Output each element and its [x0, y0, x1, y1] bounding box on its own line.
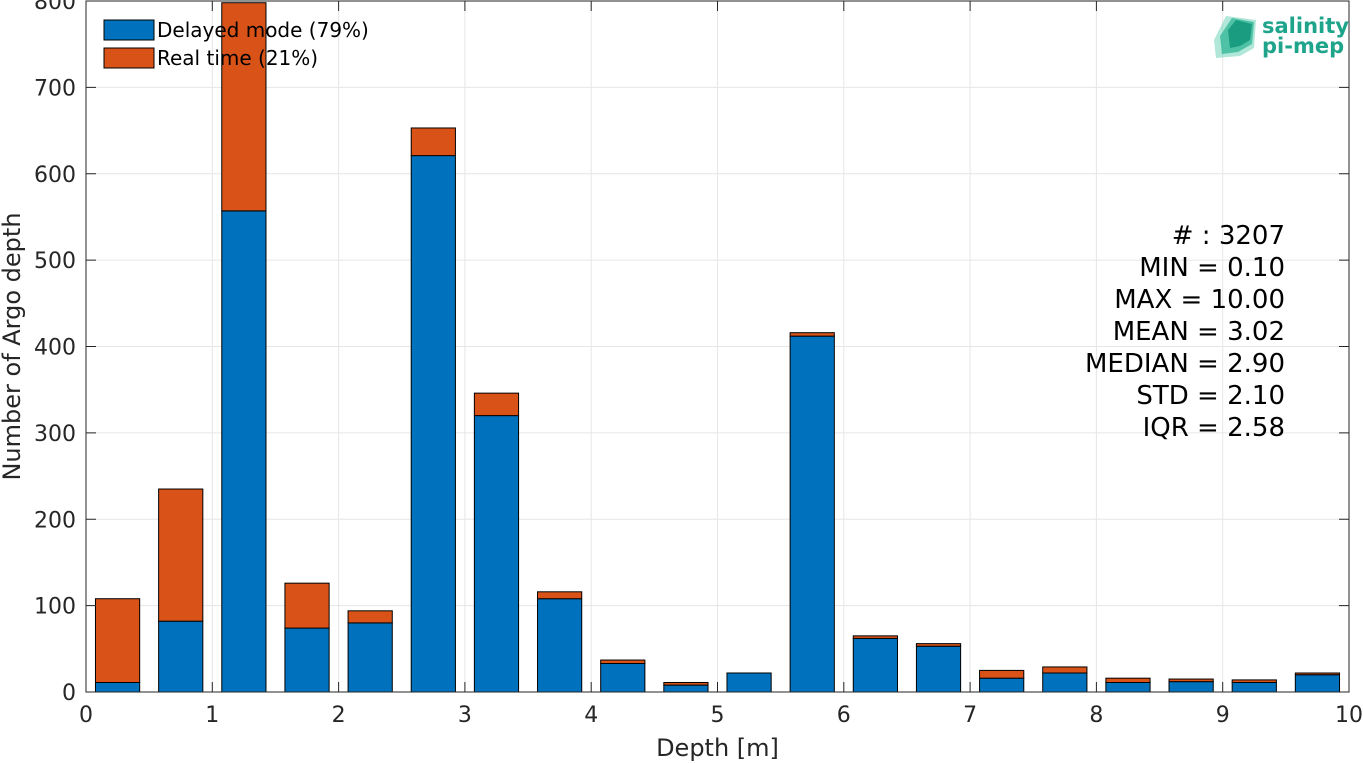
bars — [94, 2, 1341, 693]
bar-real-time — [1168, 678, 1214, 683]
x-tick-label: 5 — [711, 703, 725, 728]
bar-delayed-mode — [979, 677, 1025, 693]
bar-delayed-mode — [852, 637, 898, 693]
y-tick-label: 700 — [34, 76, 76, 101]
bar-real-time — [852, 635, 898, 639]
bar-delayed-mode — [537, 598, 583, 693]
stat-min: MIN = 0.10 — [1139, 253, 1285, 283]
x-tick-label: 6 — [837, 703, 851, 728]
bar-real-time — [600, 659, 646, 664]
bar-delayed-mode — [1042, 672, 1088, 693]
bar-real-time — [537, 591, 583, 600]
bar-delayed-mode — [94, 681, 141, 693]
x-axis-label: Depth [m] — [656, 734, 779, 762]
bar-delayed-mode — [726, 672, 772, 693]
bar-real-time — [1042, 666, 1088, 674]
bar-real-time — [789, 332, 835, 337]
x-tick-label: 2 — [332, 703, 346, 728]
y-tick-label: 300 — [34, 422, 76, 447]
y-tick-label: 100 — [34, 595, 76, 620]
y-tick-label: 600 — [34, 163, 76, 188]
stat-count: # : 3207 — [1172, 221, 1285, 251]
bar-delayed-mode — [473, 415, 520, 693]
bar-real-time — [347, 610, 393, 624]
bar-real-time — [1294, 672, 1341, 676]
bar-real-time — [473, 392, 520, 417]
bar-delayed-mode — [663, 684, 709, 693]
salinity-pi-mep-logo: salinity pi-mep — [1214, 14, 1349, 58]
stat-median: MEDIAN = 2.90 — [1085, 349, 1285, 379]
bar-delayed-mode — [410, 155, 456, 693]
x-tick-label: 1 — [205, 703, 219, 728]
bar-delayed-mode — [1231, 681, 1277, 693]
bar-delayed-mode — [284, 627, 330, 693]
bar-delayed-mode — [789, 335, 835, 693]
x-tick-label: 0 — [79, 703, 93, 728]
logo-line-2: pi-mep — [1262, 34, 1344, 58]
bar-real-time — [284, 582, 330, 629]
bar-real-time — [158, 488, 204, 622]
bar-delayed-mode — [158, 620, 204, 693]
y-tick-label: 400 — [34, 336, 76, 361]
bar-real-time — [979, 669, 1025, 679]
x-tick-label: 9 — [1216, 703, 1230, 728]
bar-delayed-mode — [1105, 681, 1151, 693]
bar-real-time — [221, 2, 267, 212]
stat-iqr: IQR = 2.58 — [1143, 413, 1285, 443]
legend-label-real-time: Real time (21%) — [157, 46, 318, 70]
stat-std: STD = 2.10 — [1136, 381, 1285, 411]
bar-delayed-mode — [347, 622, 393, 693]
x-tick-label: 8 — [1089, 703, 1103, 728]
bar-delayed-mode — [221, 210, 267, 693]
bar-real-time — [1231, 679, 1277, 683]
legend: Delayed mode (79%) Real time (21%) — [103, 18, 369, 70]
bar-real-time — [915, 643, 962, 647]
y-tick-label: 200 — [34, 508, 76, 533]
x-tick-label: 3 — [458, 703, 472, 728]
x-tick-label: 7 — [963, 703, 977, 728]
bar-delayed-mode — [600, 662, 646, 693]
stat-max: MAX = 10.00 — [1114, 285, 1285, 315]
bar-delayed-mode — [915, 645, 962, 693]
stats-box: # : 3207 MIN = 0.10 MAX = 10.00 MEAN = 3… — [1085, 221, 1285, 443]
bar-real-time — [1105, 677, 1151, 683]
y-tick-label: 500 — [34, 249, 76, 274]
legend-swatch-delayed-mode — [103, 19, 155, 41]
x-tick-label: 10 — [1335, 703, 1363, 728]
bar-real-time — [94, 598, 141, 683]
bar-real-time — [410, 127, 456, 157]
stat-mean: MEAN = 3.02 — [1113, 317, 1285, 347]
y-tick-label: 0 — [62, 681, 76, 706]
legend-label-delayed-mode: Delayed mode (79%) — [157, 18, 369, 42]
legend-swatch-real-time — [103, 47, 155, 69]
bar-delayed-mode — [1168, 681, 1214, 693]
bar-real-time — [663, 681, 709, 686]
wave-icon — [1214, 16, 1256, 58]
x-tick-label: 4 — [584, 703, 598, 728]
y-tick-label: 800 — [34, 0, 76, 15]
logo-line-1: salinity — [1262, 14, 1349, 38]
y-axis-label: Number of Argo depth — [0, 212, 26, 480]
bar-delayed-mode — [1294, 674, 1341, 693]
